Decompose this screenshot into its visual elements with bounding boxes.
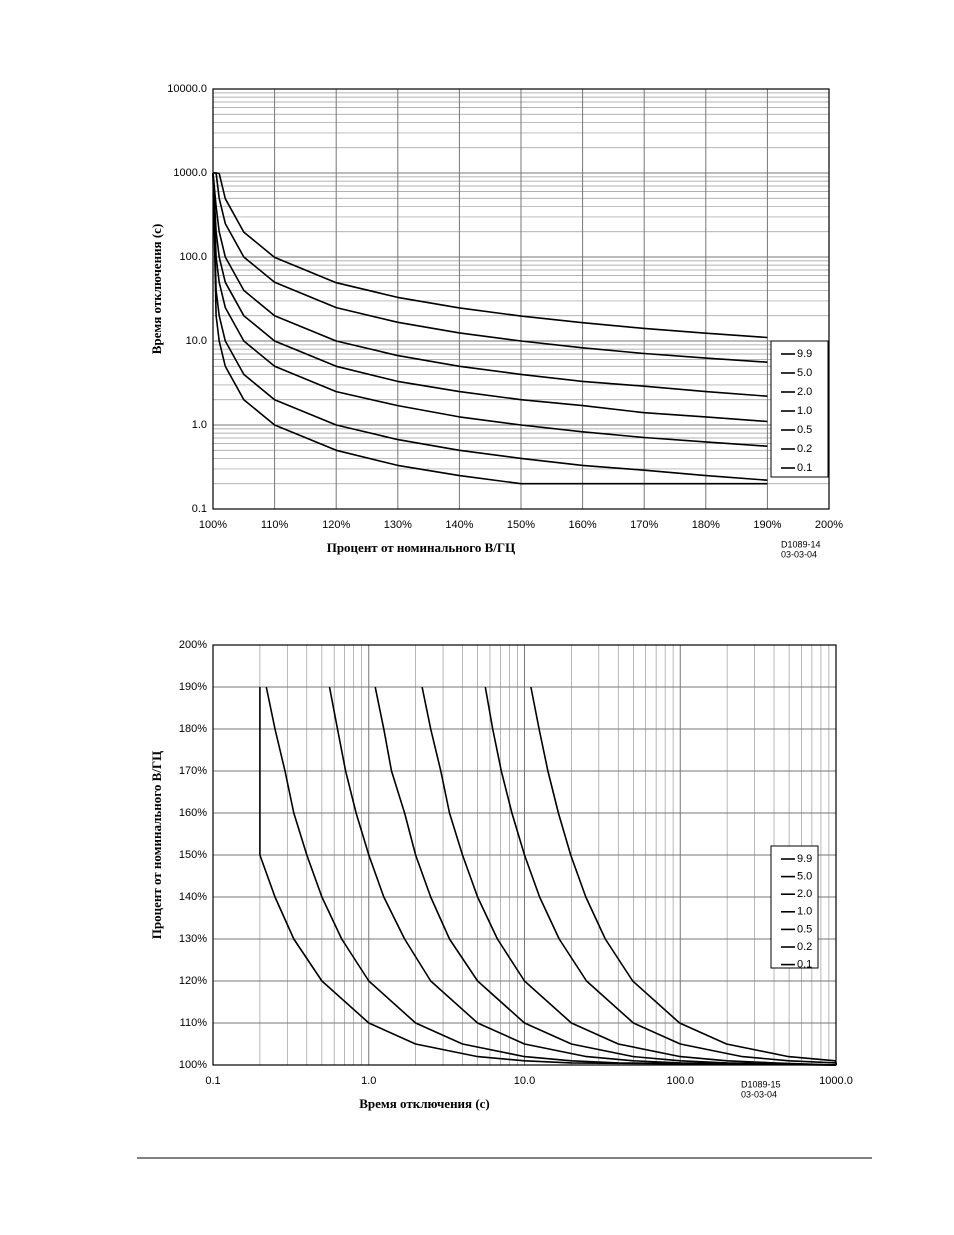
annotation: D1089-14 [781,539,821,549]
legend-label: 1.0 [797,405,812,417]
x-tick-label: 110% [261,519,289,531]
series-line [213,172,768,363]
x-tick-label: 100.0 [666,1075,694,1087]
y-tick-label: 120% [179,975,207,987]
legend-label: 0.5 [797,923,812,935]
x-tick-label: 130% [384,519,412,531]
y-tick-label: 0.1 [192,503,207,515]
x-axis-title: Процент от номинального В/ГЦ [327,540,516,555]
series-line [328,686,837,1066]
series-line [212,172,768,397]
x-tick-label: 10.0 [514,1075,535,1087]
y-tick-label: 160% [179,807,207,819]
y-tick-label: 130% [179,933,207,945]
legend-label: 0.5 [797,424,812,436]
series-line [259,687,837,1066]
y-tick-label: 10000.0 [167,83,207,95]
x-tick-label: 170% [630,519,658,531]
legend-label: 0.1 [797,462,812,474]
y-tick-label: 150% [179,849,207,861]
y-tick-label: 1000.0 [173,167,207,179]
series-line [213,172,768,339]
y-tick-label: 140% [179,891,207,903]
series-line [530,686,837,1065]
x-tick-label: 160% [569,519,597,531]
x-tick-label: 180% [692,519,720,531]
legend-label: 5.0 [797,367,812,379]
annotation: 03-03-04 [741,1089,777,1099]
x-tick-label: 190% [753,519,781,531]
legend-label: 2.0 [797,888,812,900]
legend-label: 0.2 [797,443,812,455]
annotation: D1089-15 [741,1079,781,1089]
x-tick-label: 1000.0 [819,1075,853,1087]
x-tick-label: 120% [322,519,350,531]
series-line [421,686,837,1066]
legend-label: 0.2 [797,941,812,953]
x-tick-label: 0.1 [205,1075,220,1087]
legend-label: 9.9 [797,348,812,360]
x-tick-label: 150% [507,519,535,531]
series-line [265,686,837,1066]
legend-label: 1.0 [797,906,812,918]
y-tick-label: 1.0 [192,419,207,431]
series-line [374,686,837,1066]
x-tick-label: 100% [199,519,227,531]
y-tick-label: 200% [179,639,207,651]
y-tick-label: 100% [179,1059,207,1071]
legend-label: 9.9 [797,853,812,865]
legend-label: 5.0 [797,871,812,883]
legend-label: 0.1 [797,959,812,971]
legend-label: 2.0 [797,386,812,398]
y-tick-label: 110% [180,1017,208,1029]
y-axis-title: Процент от номинального В/ГЦ [149,751,164,940]
x-tick-label: 200% [815,519,843,531]
x-axis-title: Время отключения (с) [359,1096,490,1111]
series-line [212,172,768,447]
series-line [212,172,768,485]
x-tick-label: 1.0 [361,1075,376,1087]
y-tick-label: 10.0 [186,335,207,347]
series-line [212,172,768,423]
annotation: 03-03-04 [781,549,817,559]
series-line [484,686,837,1065]
y-tick-label: 170% [179,765,207,777]
y-axis-title: Время отключения (с) [149,224,164,355]
series-line [212,172,768,481]
y-tick-label: 180% [179,723,207,735]
plot-frame [212,644,837,1066]
legend-box [770,340,829,478]
x-tick-label: 140% [445,519,473,531]
plot-frame [212,88,830,510]
y-tick-label: 190% [179,681,207,693]
y-tick-label: 100.0 [179,251,207,263]
